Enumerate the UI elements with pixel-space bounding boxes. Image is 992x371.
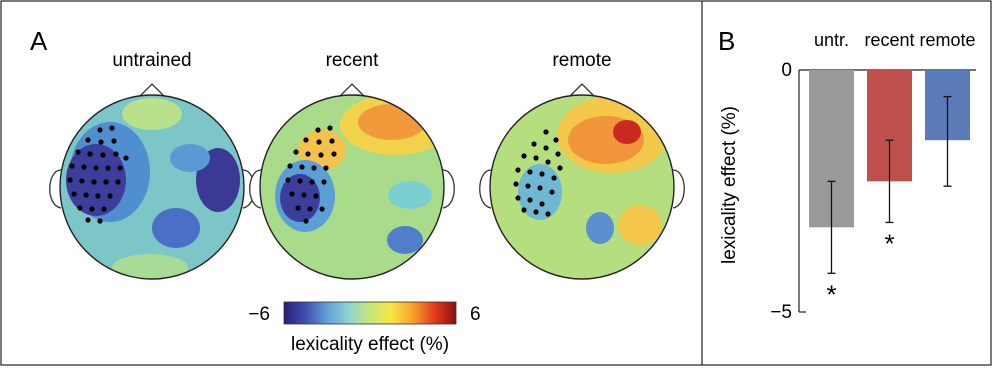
nose-shape bbox=[337, 83, 367, 99]
colorbar-min-label: −6 bbox=[248, 304, 270, 325]
left-ear-shape bbox=[479, 169, 492, 209]
map-region bbox=[586, 212, 614, 244]
map-region bbox=[122, 98, 182, 130]
nose-shape bbox=[567, 83, 597, 99]
electrode-cluster bbox=[513, 129, 563, 217]
map-region bbox=[388, 181, 432, 209]
colorbar-title: lexicality effect (%) bbox=[291, 334, 449, 355]
scalp-map-remote bbox=[479, 83, 685, 280]
head-outline bbox=[489, 94, 675, 280]
map-region bbox=[170, 144, 210, 172]
map-region bbox=[518, 164, 562, 220]
category-label: untr. bbox=[814, 30, 849, 50]
map-title-recent: recent bbox=[326, 50, 380, 71]
panel-b-label: B bbox=[718, 26, 735, 56]
panel-a-label: A bbox=[30, 26, 48, 56]
map-region bbox=[613, 120, 641, 144]
category-label: remote bbox=[919, 30, 975, 50]
scalp-map-untrained bbox=[49, 83, 255, 280]
colorbar-max-label: 6 bbox=[470, 304, 481, 325]
y-axis-label: lexicality effect (%) bbox=[719, 106, 740, 264]
left-ear-shape bbox=[49, 169, 62, 209]
right-ear-shape bbox=[442, 169, 455, 209]
map-title-remote: remote bbox=[552, 50, 611, 71]
left-ear-shape bbox=[249, 169, 262, 209]
electrode-cluster bbox=[285, 125, 337, 224]
head-outline bbox=[59, 94, 245, 280]
map-region bbox=[358, 104, 426, 140]
head-outline bbox=[259, 94, 445, 280]
map-title-untrained: untrained bbox=[112, 50, 191, 71]
map-region bbox=[152, 208, 200, 248]
scalp-map-recent bbox=[249, 83, 455, 280]
bars-layer: untr. * recent * remote bbox=[809, 30, 976, 309]
category-label: recent bbox=[864, 30, 914, 50]
map-region bbox=[387, 226, 423, 254]
electrode-cluster bbox=[67, 125, 129, 224]
y-tick-label-bottom: −5 bbox=[770, 302, 792, 323]
y-tick-label-top: 0 bbox=[781, 60, 792, 81]
map-region bbox=[618, 205, 662, 245]
significance-marker: * bbox=[826, 279, 836, 309]
right-ear-shape bbox=[672, 169, 685, 209]
map-region bbox=[112, 254, 188, 279]
colorbar bbox=[283, 301, 457, 325]
nose-shape bbox=[137, 83, 167, 99]
significance-marker: * bbox=[884, 228, 894, 258]
